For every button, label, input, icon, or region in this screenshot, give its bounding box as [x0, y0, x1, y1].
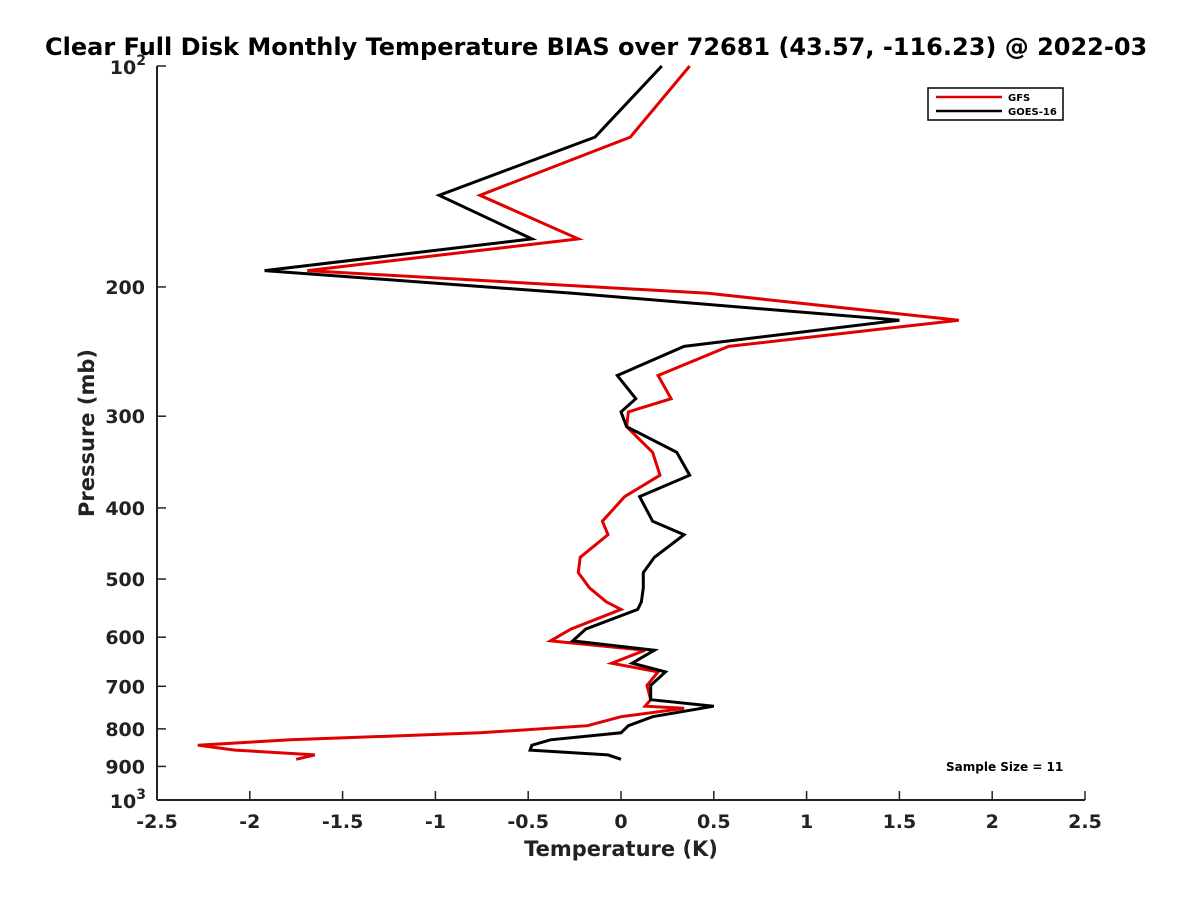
series-line-goes16	[264, 64, 900, 761]
x-tick-label: -0.5	[507, 811, 549, 833]
sample-size-annotation: Sample Size = 11	[946, 760, 1063, 774]
y-tick-label: 400	[105, 498, 145, 520]
x-ticks: -2.5 -2 -1.5 -1 -0.5 0 0.5 1 1.5 2 2.5	[136, 791, 1102, 833]
legend: GFS GOES-16	[927, 87, 1064, 121]
y-axis-label: Pressure (mb)	[75, 349, 99, 517]
x-tick-label: -2.5	[136, 811, 178, 833]
x-tick-label: 0	[614, 811, 627, 833]
y-tick-label: 103	[110, 787, 146, 813]
x-tick-label: 0.5	[697, 811, 731, 833]
x-tick-label: -1.5	[322, 811, 364, 833]
y-tick-label: 300	[105, 406, 145, 428]
chart-title: Clear Full Disk Monthly Temperature BIAS…	[45, 33, 1147, 61]
y-tick-exponent: 2	[136, 53, 146, 69]
legend-label-gfs: GFS	[1008, 93, 1030, 104]
x-axis-label: Temperature (K)	[524, 837, 718, 861]
x-tick-label: 2	[986, 811, 999, 833]
x-tick-label: 1	[800, 811, 813, 833]
legend-label-goes16: GOES-16	[1008, 107, 1057, 118]
y-tick-base: 10	[110, 57, 136, 79]
y-tick-exponent: 3	[136, 787, 146, 803]
y-tick-label: 700	[105, 676, 145, 698]
x-tick-label: -2	[239, 811, 260, 833]
x-tick-label: 1.5	[883, 811, 917, 833]
y-tick-label: 800	[105, 719, 145, 741]
x-tick-label: -1	[425, 811, 446, 833]
x-tick-label: 2.5	[1068, 811, 1102, 833]
y-tick-label: 500	[105, 569, 145, 591]
y-tick-base: 10	[110, 791, 136, 813]
y-tick-label: 102	[110, 53, 146, 79]
plot-area: -2.5 -2 -1.5 -1 -0.5 0 0.5 1 1.5 2 2.5 10220030040…	[105, 53, 1102, 833]
y-tick-label: 900	[105, 756, 145, 778]
series-lines	[197, 64, 959, 761]
series-line-gfs	[197, 65, 959, 761]
y-tick-label: 600	[105, 627, 145, 649]
y-tick-label: 200	[105, 277, 145, 299]
legend-box	[927, 87, 1064, 121]
